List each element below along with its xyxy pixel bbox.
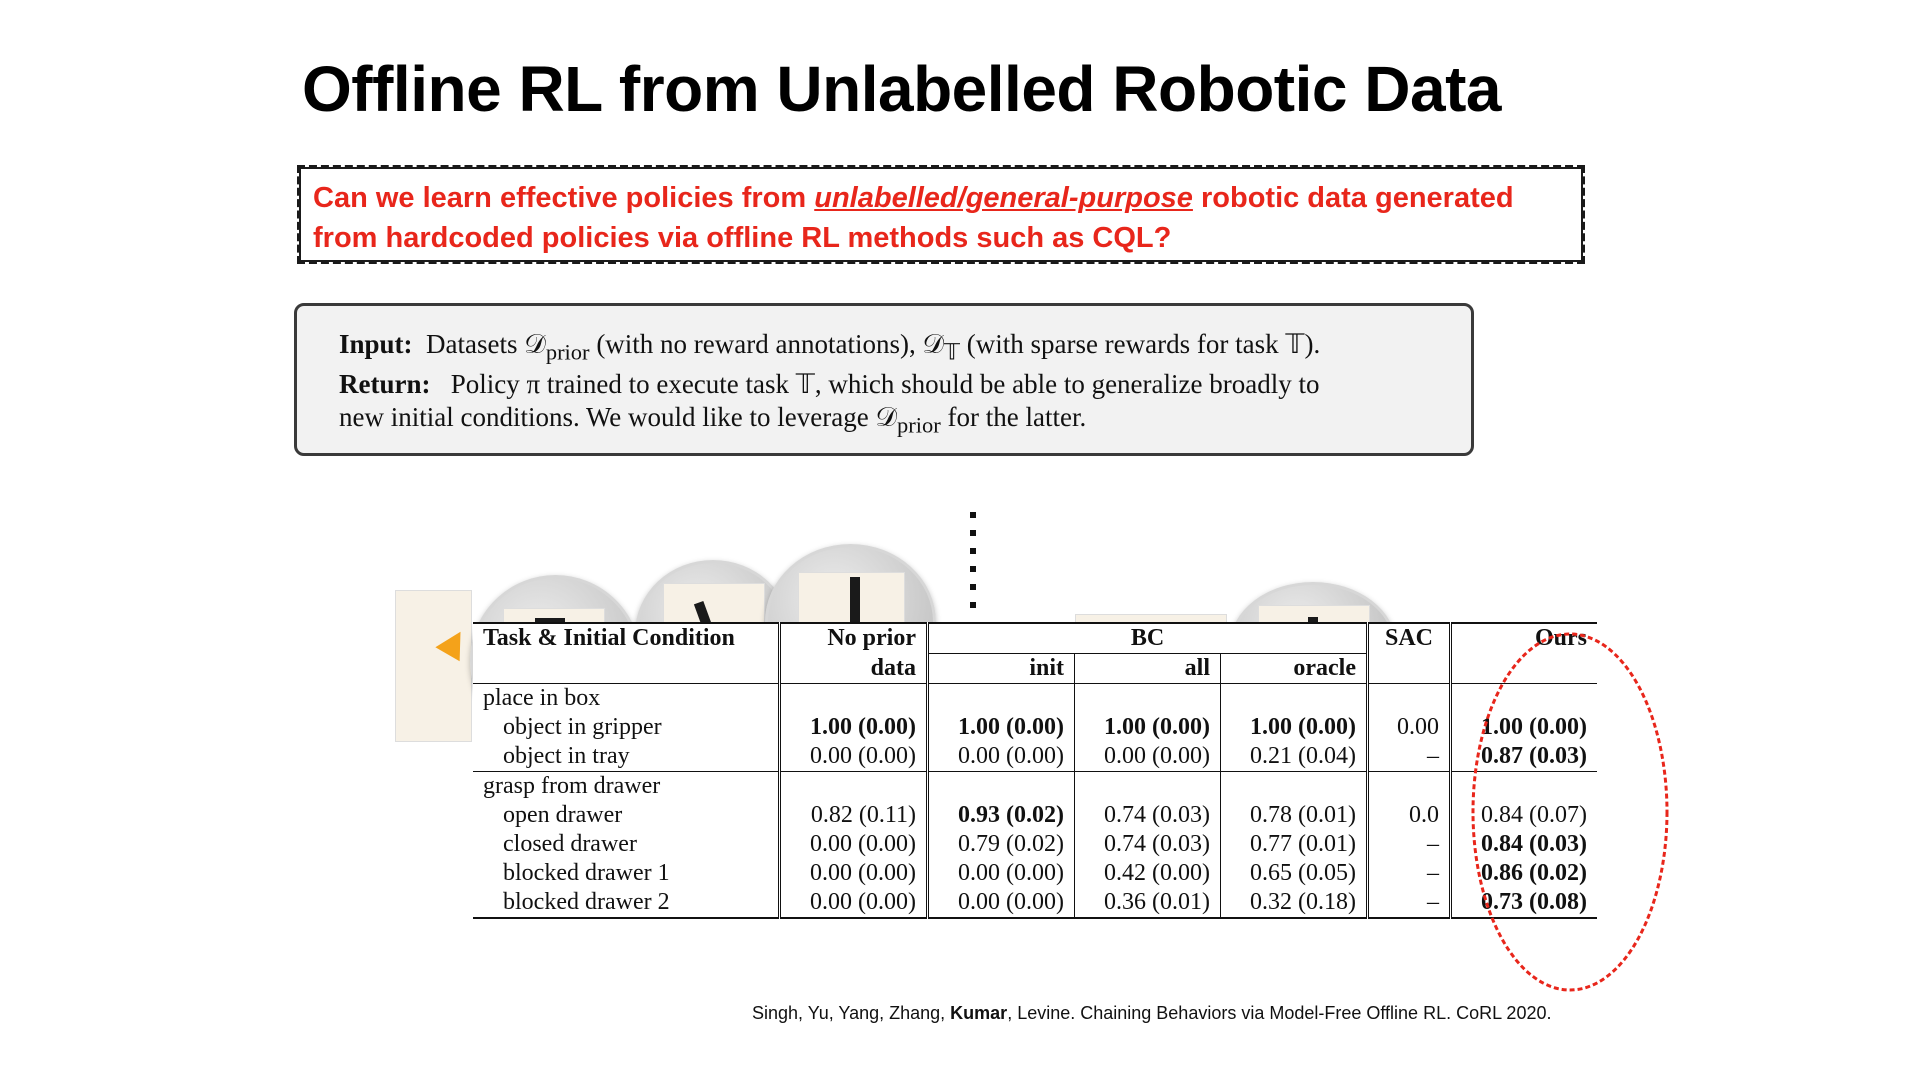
cell-ours: 0.86 (0.02) (1481, 860, 1587, 886)
question-part1: Can we learn effective policies from (313, 182, 815, 214)
cell-sac: – (1366, 742, 1452, 772)
input-text-a: Datasets 𝒟 (426, 329, 546, 359)
cell-noprior: 1.00 (0.00) (779, 713, 929, 742)
cell-init: 0.93 (0.02) (927, 801, 1075, 830)
cell-all: 0.74 (0.03) (1074, 801, 1221, 830)
cell-all: 0.42 (0.00) (1074, 859, 1221, 888)
cell-init: 0.00 (0.00) (927, 888, 1075, 918)
header-bc-all: all (1074, 653, 1221, 684)
header-sac: SAC (1366, 623, 1452, 654)
header-bc: BC (1130, 625, 1165, 651)
cell-init: 0.00 (0.00) (927, 859, 1075, 888)
group-label: place in box (473, 683, 781, 713)
cell-init: 1.00 (0.00) (927, 713, 1075, 742)
table-row: object in gripper 1.00 (0.00) 1.00 (0.00) 1… (473, 713, 1597, 742)
return-line: Return: Policy π trained to execute task… (339, 368, 1459, 401)
cell-label: blocked drawer 1 (473, 859, 781, 888)
results-table-wrapper: Task & Initial Condition No prior BC SAC… (473, 622, 1625, 954)
cell-oracle: 0.32 (0.18) (1250, 889, 1356, 915)
cell-oracle: 1.00 (0.00) (1250, 714, 1356, 740)
citation-pre: Singh, Yu, Yang, Zhang, (752, 1003, 951, 1023)
cell-ours: 0.84 (0.03) (1481, 831, 1587, 857)
cell-sac: – (1366, 888, 1452, 918)
cell-ours: 0.73 (0.08) (1481, 889, 1587, 915)
cell-noprior: 0.00 (0.00) (779, 888, 929, 918)
problem-definition-box: Input: Datasets 𝒟prior (with no reward a… (294, 303, 1474, 456)
cell-all: 0.74 (0.03) (1074, 830, 1221, 859)
cell-noprior: 0.00 (0.00) (779, 859, 929, 888)
cell-label: blocked drawer 2 (473, 888, 781, 918)
citation: Singh, Yu, Yang, Zhang, Kumar, Levine. C… (752, 1003, 1551, 1024)
cell-oracle: 0.65 (0.05) (1250, 860, 1356, 886)
results-table-body: place in box object in gripper 1.00 (0.00)… (473, 683, 1597, 918)
header-ours: Ours (1534, 625, 1587, 652)
return-label: Return: (339, 369, 431, 400)
cell-all: 0.00 (0.00) (1074, 742, 1221, 772)
cell-ours: 1.00 (0.00) (1481, 714, 1587, 740)
cell-all: 0.36 (0.01) (1074, 888, 1221, 918)
cell-oracle: 0.77 (0.01) (1250, 831, 1356, 857)
header-bc-init: init (927, 653, 1075, 684)
vertical-dotted-separator (970, 512, 976, 622)
question-part2: robotic data generated from hardcoded po… (313, 182, 1514, 254)
header-task: Task & Initial Condition (473, 623, 781, 654)
cell-init: 0.00 (0.00) (927, 742, 1075, 772)
citation-post: , Levine. Chaining Behaviors via Model-F… (1007, 1003, 1552, 1023)
problem-definition-text: Input: Datasets 𝒟prior (with no reward a… (339, 328, 1459, 442)
slide-title: Offline RL from Unlabelled Robotic Data (302, 53, 1501, 125)
header-noprior: No prior (779, 623, 929, 654)
robot-scene-thumb (395, 590, 472, 742)
red-highlight-ellipse (1471, 632, 1669, 992)
cell-oracle: 0.78 (0.01) (1250, 802, 1356, 828)
line3-sub: prior (897, 412, 941, 438)
table-row: object in tray 0.00 (0.00) 0.00 (0.00) 0.00… (473, 742, 1597, 772)
cell-label: open drawer (473, 801, 781, 830)
question-text: Can we learn effective policies from unl… (313, 178, 1573, 258)
cell-label: closed drawer (473, 830, 781, 859)
third-line: new initial conditions. We would like to… (339, 401, 1459, 441)
citation-bold: Kumar (950, 1003, 1008, 1023)
cell-sac: – (1366, 859, 1452, 888)
input-sub-T: 𝕋 (944, 339, 960, 365)
input-text-b: (with no reward annotations), 𝒟 (589, 329, 945, 359)
cell-oracle: 0.21 (0.04) (1250, 743, 1356, 769)
line3-b: for the latter. (940, 402, 1087, 433)
line3-a: new initial conditions. We would like to… (339, 402, 897, 433)
input-label: Input: (339, 329, 413, 359)
cell-all: 1.00 (0.00) (1074, 713, 1221, 742)
input-sub-prior: prior (545, 339, 590, 365)
cell-label: object in gripper (473, 713, 781, 742)
input-line: Input: Datasets 𝒟prior (with no reward a… (339, 328, 1459, 368)
cell-ours: 0.84 (0.07) (1481, 802, 1587, 828)
results-table: Task & Initial Condition No prior BC SAC… (473, 622, 1597, 919)
cell-label: object in tray (473, 742, 781, 772)
cell-noprior: 0.00 (0.00) (779, 742, 929, 772)
input-text-c: (with sparse rewards for task 𝕋). (959, 329, 1321, 359)
table-row: blocked drawer 2 0.00 (0.00) 0.00 (0.00) 0.… (473, 888, 1597, 918)
cell-sac: – (1366, 830, 1452, 859)
table-row: closed drawer 0.00 (0.00) 0.79 (0.02) 0.74 … (473, 830, 1597, 859)
cell-ours: 0.87 (0.03) (1481, 743, 1587, 769)
table-row: blocked drawer 1 0.00 (0.00) 0.00 (0.00) 0.… (473, 859, 1597, 888)
group-label: grasp from drawer (473, 771, 781, 801)
cell-sac: 0.0 (1366, 801, 1452, 830)
header-noprior-2: data (779, 653, 929, 684)
cell-noprior: 0.82 (0.11) (779, 801, 929, 830)
cell-init: 0.79 (0.02) (927, 830, 1075, 859)
question-emphasis: unlabelled/general-purpose (814, 182, 1193, 214)
table-row: open drawer 0.82 (0.11) 0.93 (0.02) 0.74 (0… (473, 801, 1597, 830)
header-bc-oracle: oracle (1220, 653, 1368, 684)
cell-sac: 0.00 (1366, 713, 1452, 742)
cell-noprior: 0.00 (0.00) (779, 830, 929, 859)
question-box: Can we learn effective policies from unl… (297, 165, 1585, 264)
return-text: Policy π trained to execute task 𝕋, whic… (450, 369, 1320, 400)
